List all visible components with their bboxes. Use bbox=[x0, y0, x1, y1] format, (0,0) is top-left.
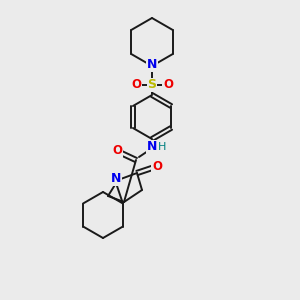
Text: N: N bbox=[147, 140, 157, 154]
Text: O: O bbox=[112, 145, 122, 158]
Text: O: O bbox=[163, 79, 173, 92]
Text: H: H bbox=[158, 142, 166, 152]
Text: N: N bbox=[147, 58, 157, 71]
Text: N: N bbox=[111, 172, 121, 185]
Text: O: O bbox=[131, 79, 141, 92]
Text: S: S bbox=[148, 79, 157, 92]
Text: O: O bbox=[152, 160, 162, 172]
